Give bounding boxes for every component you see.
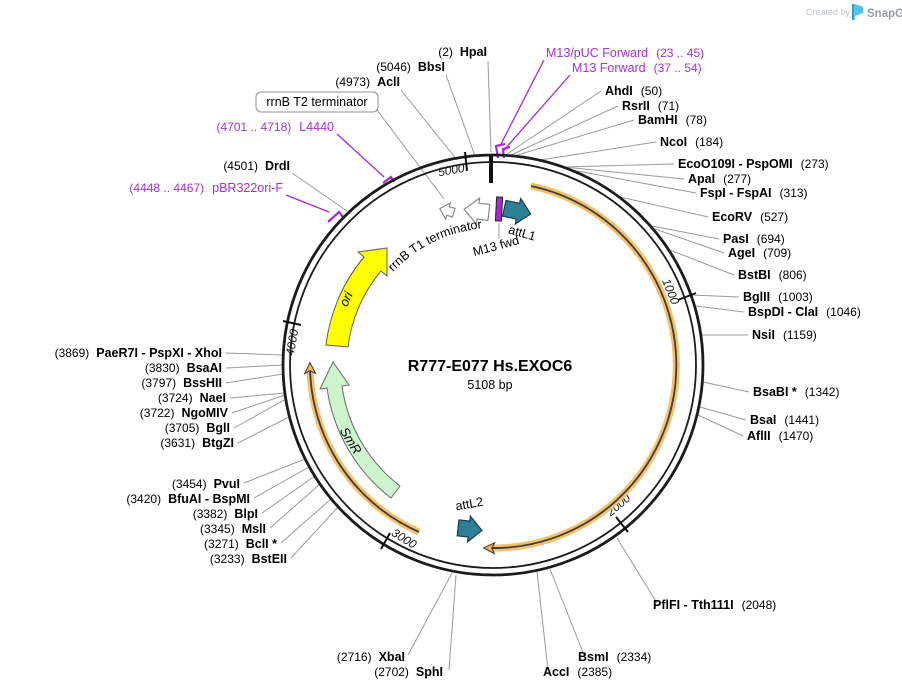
site-label-ecorv: EcoRV (527): [712, 210, 788, 224]
site-label-agei: AgeI (709): [728, 246, 791, 260]
site-label-bamhi: BamHI (78): [638, 113, 707, 127]
tick-label-5000: 5000: [437, 161, 466, 179]
site-label-paer7i-pspxi-xhoi: (3869) PaeR7I - PspXI - XhoI: [55, 346, 222, 360]
site-label-bglii: BglII (1003): [743, 290, 813, 304]
brand-text: SnapGene: [867, 8, 902, 20]
site-label-hpai: (2) HpaI: [438, 45, 487, 59]
rrnb-t1-terminator-label: rrnB T1 terminator: [385, 217, 482, 274]
site-label-naei: (3724) NaeI: [158, 391, 226, 405]
plasmid-title: R777-E077 Hs.EXOC6: [408, 358, 573, 375]
site-label-sphi: (2702) SphI: [374, 665, 443, 679]
site-label-bstbi: BstBI (806): [738, 268, 807, 282]
site-label-bcli: (3271) BclI *: [204, 537, 277, 551]
orf-arc-left: [310, 367, 421, 536]
plasmid-length: 5108 bp: [467, 378, 512, 392]
svg-text:rrnB T2 terminator: rrnB T2 terminator: [266, 95, 367, 109]
pbr322ori-f-primer-mark: [327, 210, 344, 223]
primer-label-m13-forward: M13 Forward (37 .. 54): [572, 61, 702, 75]
tick-label-4000: 4000: [283, 328, 301, 357]
created-by-text: Created by: [806, 7, 851, 17]
site-label-bbsi: (5046) BbsI: [376, 60, 445, 74]
site-label-pasi: PasI (694): [723, 232, 785, 246]
site-label-bsmi: BsmI (2334): [578, 650, 651, 664]
site-label-ncoi: NcoI (184): [660, 135, 723, 149]
site-label-ahdi: AhdI (50): [605, 84, 662, 98]
site-label-xbai: (2716) XbaI: [337, 650, 405, 664]
primer-label-pbr322ori-f: (4448 .. 4467) pBR322ori-F: [129, 181, 283, 195]
site-label-blpi: (3382) BlpI: [193, 507, 258, 521]
site-label-ngomiv: (3722) NgoMIV: [140, 406, 229, 420]
site-label-acli: (4973) AclI: [335, 75, 400, 89]
site-label-bsaai: (3830) BsaAI: [145, 361, 222, 375]
site-label-fspi-fspai: FspI - FspAI (313): [700, 186, 808, 200]
snapgene-credit: Created by SnapGene: [806, 4, 902, 20]
site-label-bspdi-clai: BspDI - ClaI (1046): [748, 305, 861, 319]
site-label-bsteii: (3233) BstEII: [210, 552, 287, 566]
site-label-bsshii: (3797) BssHII: [141, 376, 222, 390]
site-label-bgli: (3705) BglI: [165, 421, 230, 435]
leader-lines: [225, 60, 750, 671]
site-label-apai: ApaI (277): [688, 172, 751, 186]
snapgene-logo-icon: [852, 4, 863, 20]
site-label-pvui: (3454) PvuI: [172, 477, 240, 491]
site-label-bfuai-bspmi: (3420) BfuAI - BspMI: [126, 492, 250, 506]
site-label-drdi: (4501) DrdI: [223, 159, 290, 173]
site-label-nsii: NsiI (1159): [752, 328, 817, 342]
ori-arrow: [325, 247, 388, 348]
rrnb-t2-terminator-arrow: [439, 201, 456, 221]
attl1-arrow: [501, 196, 532, 226]
rrnb-t2-terminator-boxed-label: rrnB T2 terminator: [255, 91, 379, 113]
site-label-rsrii: RsrII (71): [622, 99, 679, 113]
scale-ticks: [282, 151, 697, 550]
site-label-acci: AccI (2385): [543, 665, 612, 679]
rrnb-t1-terminator-arrow: [463, 196, 491, 226]
site-label-pflfi-tth111i: PflFI - Tth111I (2048): [653, 598, 776, 612]
m13-fwd-primer-bar: [494, 196, 504, 222]
attl2-arrow: [456, 514, 483, 544]
site-label-bsai: BsaI (1441): [750, 413, 819, 427]
site-label-ecoo109i-pspomi: EcoO109I - PspOMI (273): [678, 157, 829, 171]
attl2-label: attL2: [454, 495, 484, 514]
site-label-msli: (3345) MslI: [200, 522, 266, 536]
primer-label-l4440: (4701 .. 4718) L4440: [217, 120, 335, 134]
orf-arc-right: [488, 182, 680, 548]
site-label-aflii: AflII (1470): [747, 429, 813, 443]
smr-gene-arrow: [319, 361, 401, 499]
site-label-btgzi: (3631) BtgZI: [160, 436, 234, 450]
site-label-bsabi: BsaBI * (1342): [753, 385, 839, 399]
primer-label-m13-puc-forward: M13/pUC Forward (23 .. 45): [546, 46, 704, 60]
